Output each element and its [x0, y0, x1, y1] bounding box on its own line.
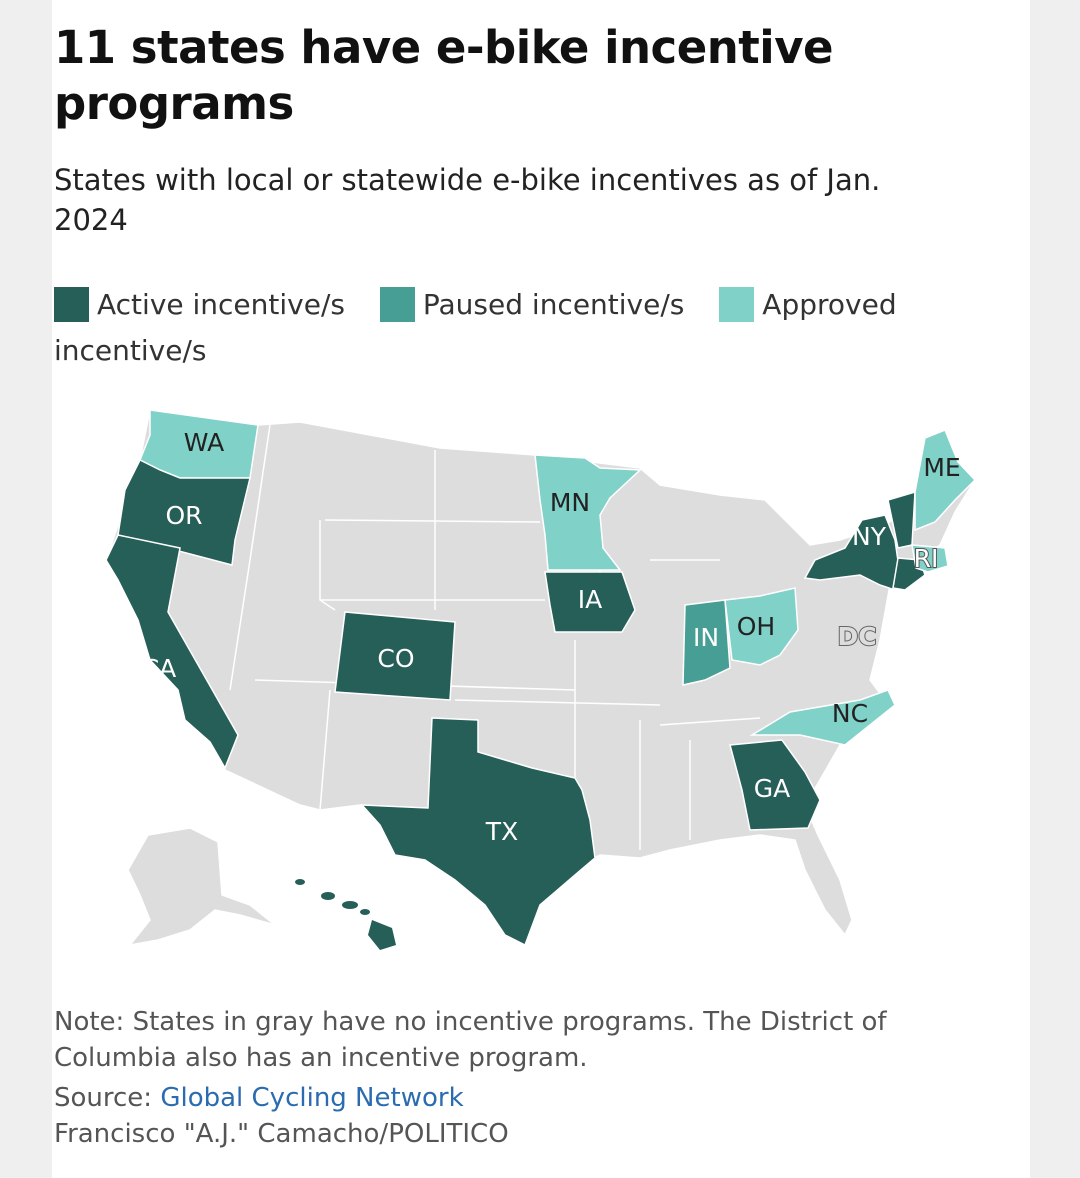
label-NY: NY [852, 522, 887, 551]
state-NC [749, 689, 896, 746]
border-line [454, 699, 661, 706]
chart-footer: Note: States in gray have no incentive p… [54, 1004, 934, 1152]
label-WA: WA [184, 428, 224, 457]
footer-credit: Francisco "A.J." Camacho/POLITICO [54, 1119, 509, 1149]
legend-item-active: Active incentive/s [54, 287, 371, 322]
state-CA [105, 534, 239, 770]
legend-swatch-approved [719, 287, 755, 322]
hi-island [342, 901, 358, 909]
label-CA: CA [142, 654, 177, 683]
source-prefix: Source: [54, 1083, 161, 1113]
hi-big-island [368, 920, 396, 950]
border-line [659, 717, 761, 726]
border-line [324, 519, 541, 523]
state-OR [117, 458, 251, 566]
footer-note: Note: States in gray have no incentive p… [54, 1007, 887, 1073]
legend-swatch-paused [379, 287, 415, 322]
hi-island [360, 909, 370, 915]
label-IN: IN [693, 623, 719, 652]
legend-label-approved: Approved incentive/s [54, 288, 897, 367]
label-MN: MN [550, 488, 590, 517]
legend-label-active: Active incentive/s [97, 288, 345, 321]
state-labels: WA OR CA CO TX MN IA IN OH GA NC NY ME R… [142, 428, 961, 846]
border-line [319, 689, 331, 811]
state-IN [682, 599, 731, 686]
state-CO [334, 611, 456, 701]
state-OH [724, 587, 799, 666]
label-IA: IA [578, 585, 602, 614]
label-TX: TX [485, 817, 518, 846]
state-TX [360, 717, 596, 947]
legend: Active incentive/s Paused incentive/s Ap… [54, 282, 934, 374]
label-DC: DC [837, 622, 876, 651]
state-HI [295, 879, 396, 950]
label-GA: GA [754, 774, 790, 803]
state-ME [914, 429, 977, 532]
state-IA [544, 571, 636, 633]
legend-item-approved: Approved incentive/s [54, 287, 897, 367]
label-OH: OH [737, 612, 775, 641]
chart-subtitle: States with local or statewide e-bike in… [54, 163, 881, 237]
label-ME: ME [923, 453, 960, 482]
state-AK [127, 827, 276, 947]
label-RI: RI [914, 544, 939, 573]
chart-title: 11 states have e-bike incentive programs [54, 21, 834, 130]
state-RI [911, 544, 949, 573]
hi-island [295, 879, 305, 885]
label-CO: CO [377, 644, 414, 673]
legend-label-paused: Paused incentive/s [422, 288, 685, 321]
legend-swatch-active [54, 287, 89, 322]
state-GA [729, 739, 821, 831]
label-NC: NC [832, 699, 868, 728]
us-map: WA OR CA CO TX MN IA IN OH GA NC NY ME R… [105, 409, 977, 950]
border-line [229, 424, 271, 691]
state-MN [534, 454, 642, 571]
footer-source: Source: Global Cycling Network [54, 1080, 934, 1116]
hi-island [321, 892, 335, 900]
source-link[interactable]: Global Cycling Network [160, 1083, 464, 1113]
legend-item-paused: Paused incentive/s [379, 287, 711, 322]
label-OR: OR [165, 501, 202, 530]
